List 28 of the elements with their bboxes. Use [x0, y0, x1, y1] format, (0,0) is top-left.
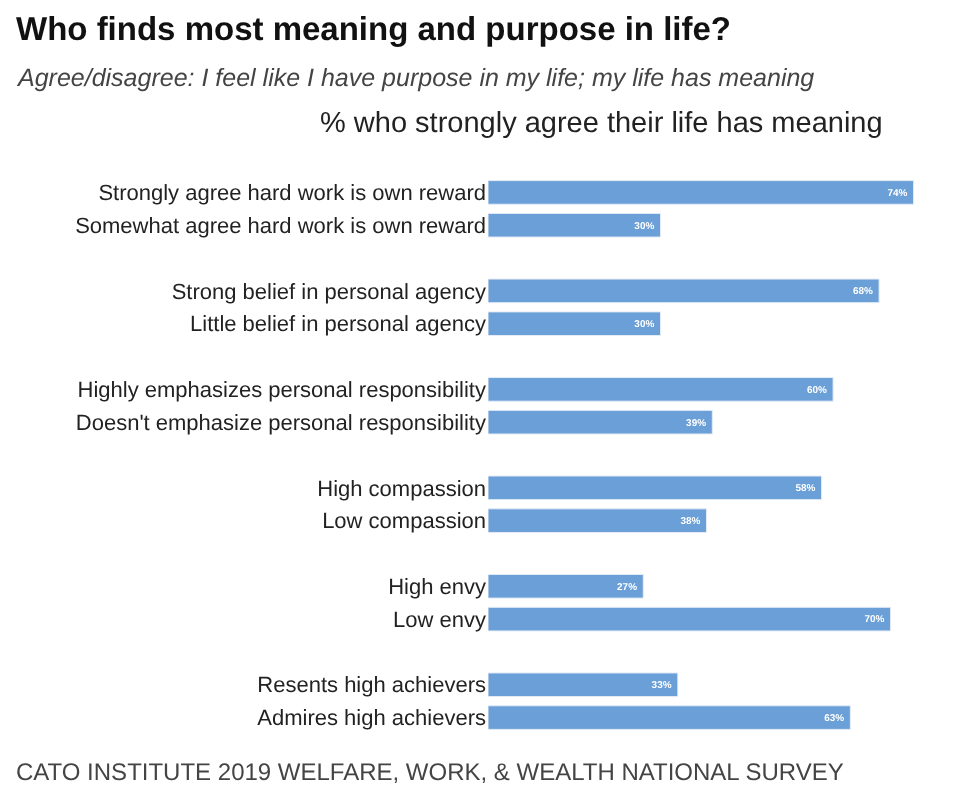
y-tick-label: Low envy [393, 608, 487, 633]
bar [488, 212, 662, 238]
bar [488, 409, 713, 435]
bar [488, 311, 662, 337]
y-tick-label: Strongly agree hard work is own reward [98, 182, 486, 207]
bar [488, 377, 834, 402]
bar [488, 672, 679, 698]
y-tick-label: Highly emphasizes personal responsibility [77, 379, 487, 404]
bar [488, 705, 851, 730]
y-tick-label: Resents high achievers [257, 674, 487, 699]
y-tick-label: Somewhat agree hard work is own reward [75, 214, 486, 239]
chart-subtitle: Agree/disagree: I feel like I have purpose in my life; my life has meaning [16, 64, 815, 92]
bar [488, 180, 915, 205]
bar [488, 606, 892, 632]
y-tick-label: Strong belief in personal agency [171, 280, 487, 305]
bar [488, 573, 644, 599]
text: CATO INSTITUTE 2019 WELFARE, WORK, & WEALTH NATIONAL SURVEY [16, 758, 844, 786]
bar [488, 475, 823, 501]
chart-title: Who finds most meaning and purpose in life? [16, 12, 732, 48]
y-tick-label: Little belief in personal agency [190, 313, 487, 338]
y-tick-label: Doesn't emphasize personal responsibility [75, 411, 487, 436]
y-tick-label: Admires high achievers [257, 707, 487, 732]
y-tick-label: High compassion [317, 477, 486, 502]
bar [488, 278, 880, 304]
y-tick-label: High envy [388, 576, 487, 600]
text: % who strongly agree their life has meaning [320, 108, 883, 140]
y-tick-label: Low compassion [322, 510, 486, 535]
bar [488, 508, 708, 533]
